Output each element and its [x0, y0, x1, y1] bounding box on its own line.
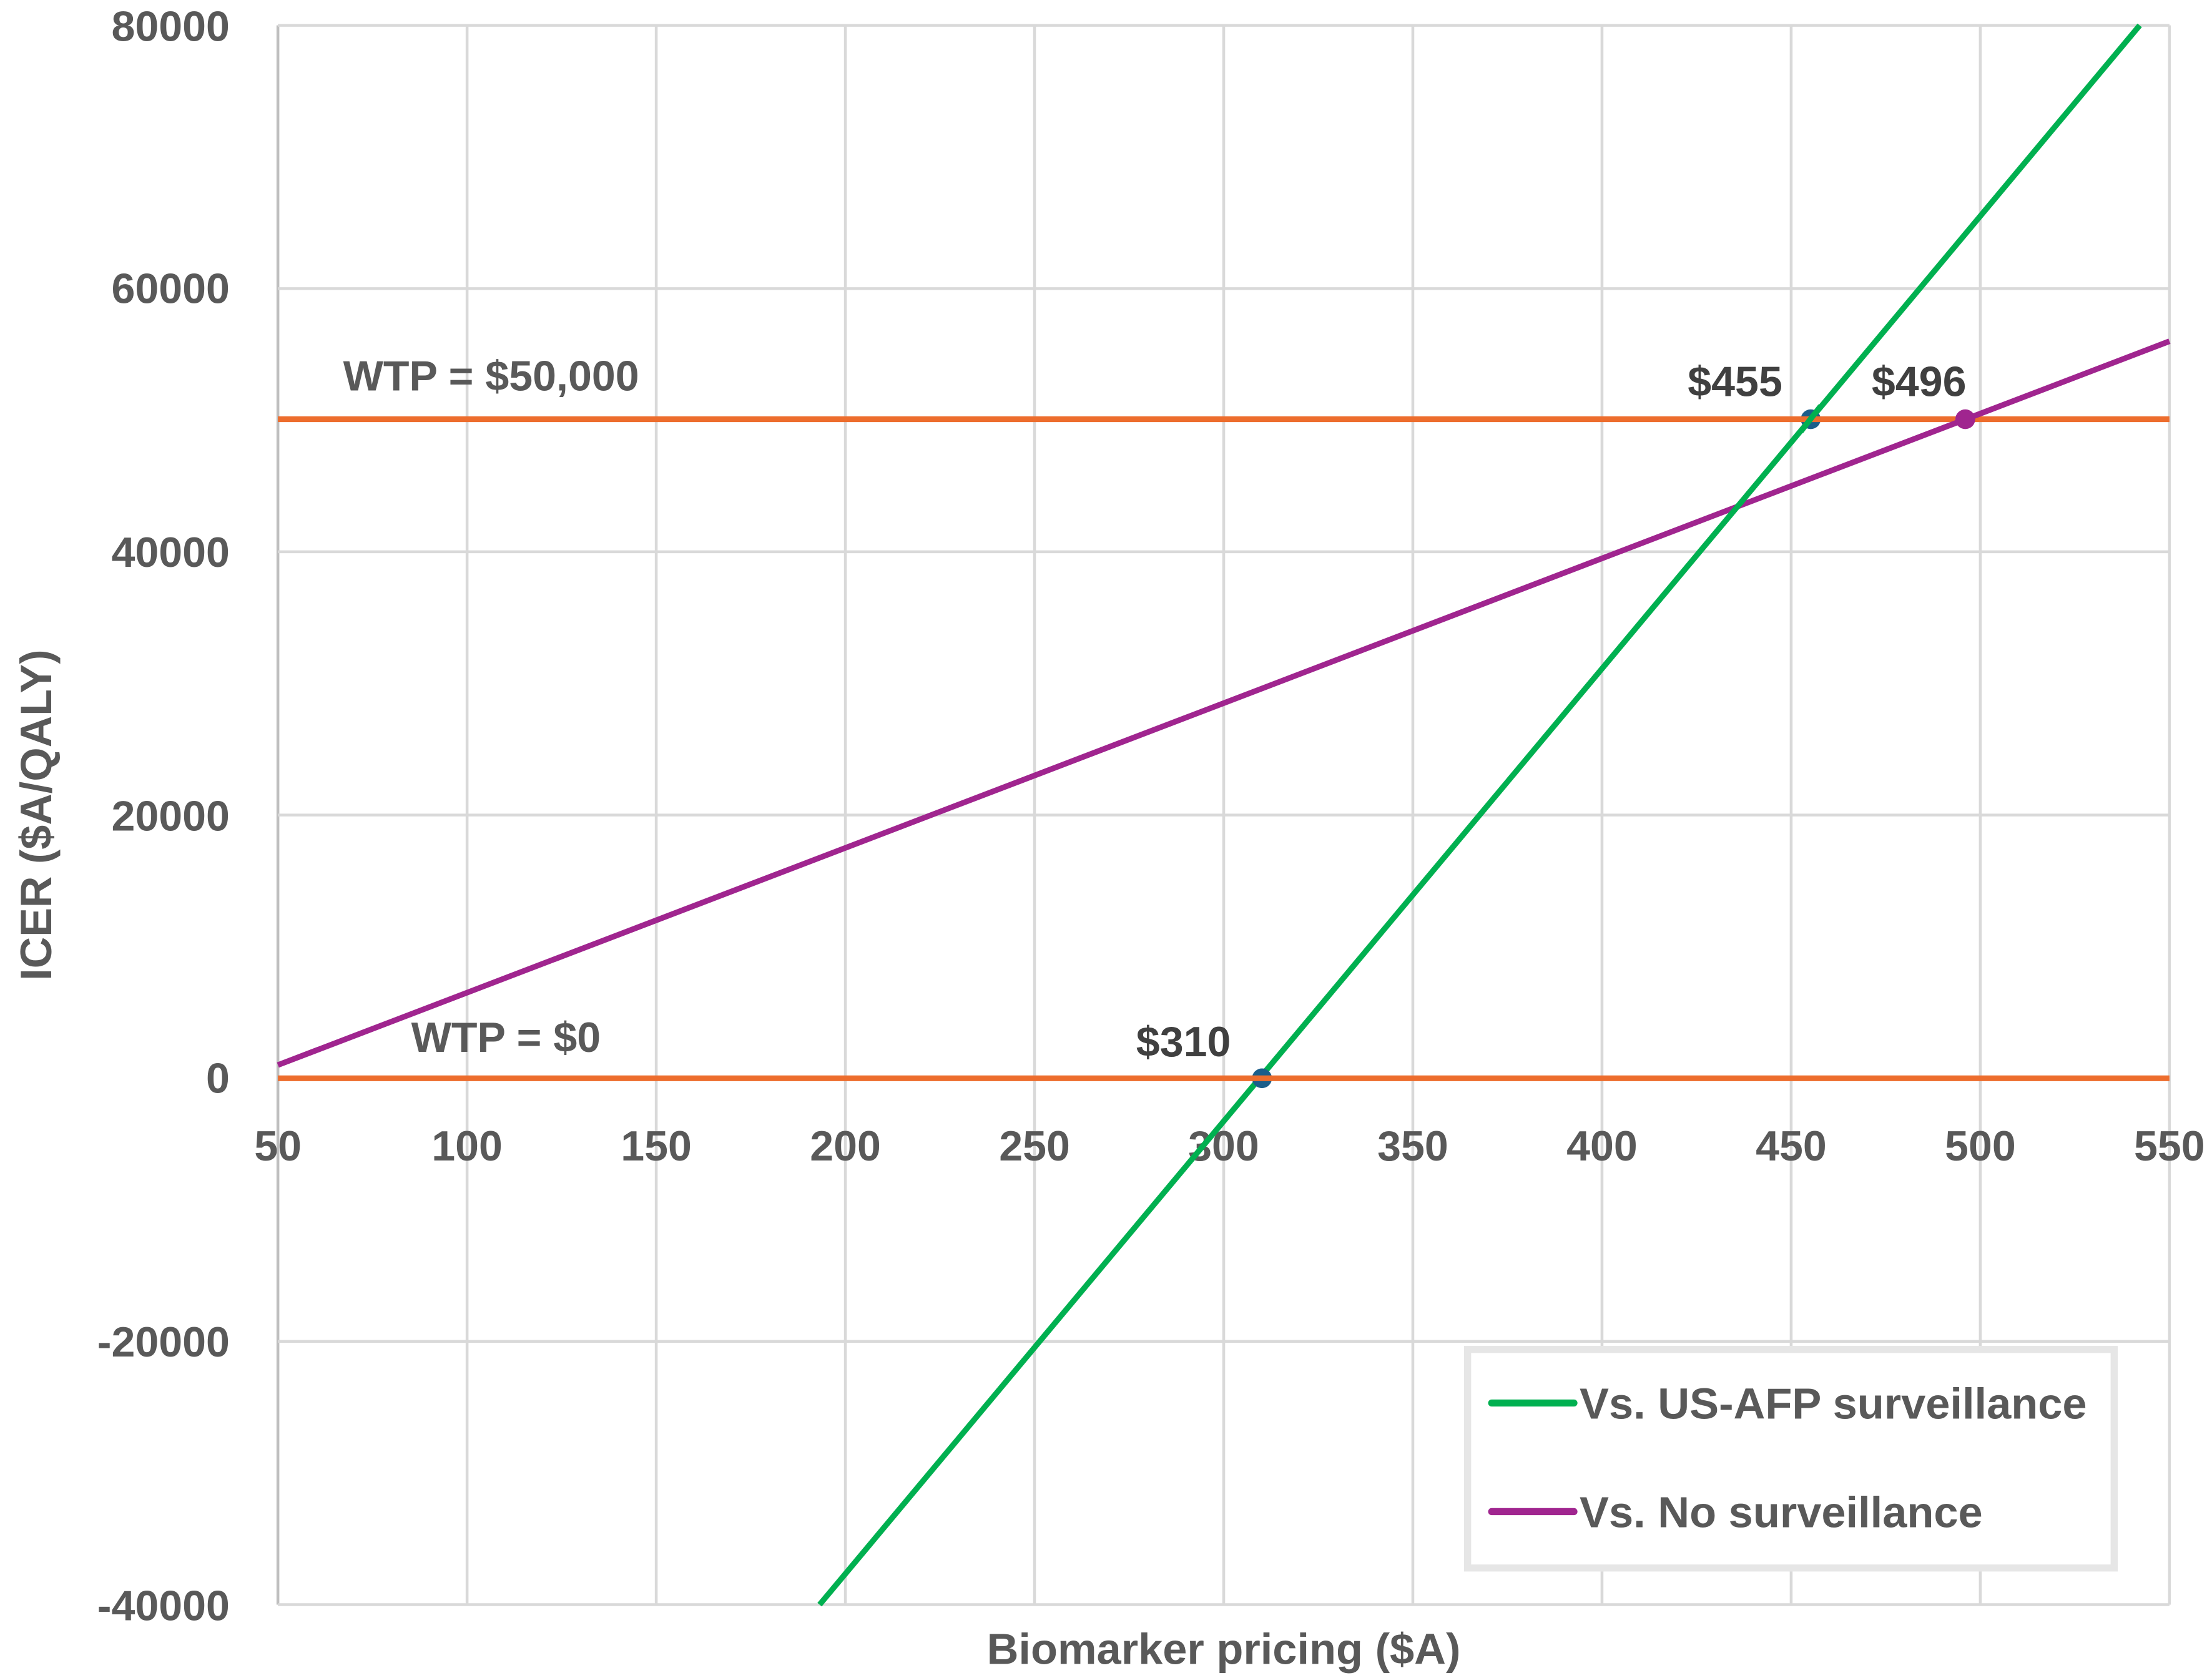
horizontal-gridlines — [278, 24, 2170, 1606]
legend-label-us-afp: Vs. US-AFP surveillance — [1580, 1379, 2087, 1428]
point-label-310: $310 — [1136, 1018, 1231, 1066]
x-tick: 550 — [2134, 1122, 2205, 1170]
y-tick: -40000 — [97, 1582, 230, 1630]
x-tick: 500 — [1945, 1122, 2016, 1170]
marker-overlay — [1798, 404, 1823, 433]
point-label-455: $455 — [1688, 358, 1782, 406]
x-tick: 50 — [254, 1122, 302, 1170]
x-tick: 200 — [810, 1122, 881, 1170]
y-tick: 20000 — [111, 793, 229, 840]
marker-496 — [1955, 409, 1975, 429]
legend-label-no-surveillance: Vs. No surveillance — [1580, 1487, 1983, 1536]
x-axis-ticks: 50 100 150 200 250 300 350 400 450 500 5… — [254, 1122, 2205, 1170]
y-tick: 40000 — [111, 529, 229, 576]
legend: Vs. US-AFP surveillance Vs. No surveilla… — [1463, 1346, 2118, 1572]
y-tick: -20000 — [97, 1318, 230, 1366]
x-tick: 450 — [1756, 1122, 1827, 1170]
point-label-496: $496 — [1872, 358, 1967, 406]
x-tick: 150 — [621, 1122, 692, 1170]
series-vs-no-surveillance — [277, 338, 2171, 1068]
x-tick: 100 — [431, 1122, 503, 1170]
y-tick: 60000 — [111, 265, 229, 313]
x-tick: 400 — [1566, 1122, 1638, 1170]
y-tick: 80000 — [111, 3, 229, 51]
series-vs-us-afp-surveillance — [817, 23, 2142, 1607]
wtp-0-label: WTP = $0 — [411, 1014, 601, 1061]
x-tick: 350 — [1377, 1122, 1448, 1170]
y-tick: 0 — [206, 1055, 230, 1102]
y-axis-title: ICER ($A/QALY) — [11, 649, 61, 980]
wtp-50000-label: WTP = $50,000 — [343, 353, 639, 400]
y-axis-ticks: 80000 60000 40000 20000 0 -20000 -40000 — [97, 3, 230, 1630]
x-tick: 250 — [999, 1122, 1070, 1170]
x-tick: 300 — [1188, 1122, 1259, 1170]
x-axis-title: Biomarker pricing ($A) — [987, 1624, 1461, 1674]
